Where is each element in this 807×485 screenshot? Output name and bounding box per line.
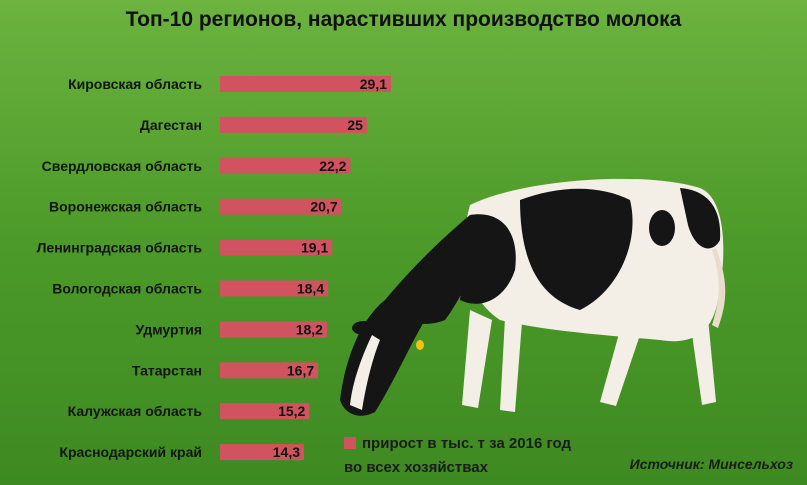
bar bbox=[220, 444, 305, 461]
bar-value-label: 19,1 bbox=[301, 240, 328, 256]
bar bbox=[220, 76, 391, 92]
bar-value-label: 16,7 bbox=[287, 362, 314, 378]
source-note: Источник: Минсельхоз bbox=[629, 456, 793, 472]
legend: прирост в тыс. т за 2016 год во всех хоз… bbox=[344, 432, 571, 480]
bar-value-label: 14,3 bbox=[273, 444, 300, 460]
legend-line-2: во всех хозяйствах bbox=[344, 459, 488, 476]
bar-value-label: 20,7 bbox=[310, 199, 337, 215]
bar-value-label: 29,1 bbox=[360, 76, 387, 92]
category-label: Дагестан bbox=[140, 117, 202, 133]
category-label: Вологодская область bbox=[52, 281, 202, 297]
bar bbox=[220, 198, 342, 215]
legend-swatch bbox=[344, 437, 356, 449]
bar bbox=[220, 280, 329, 297]
bar bbox=[220, 362, 319, 379]
bar-value-label: 15,2 bbox=[278, 403, 305, 419]
category-label: Свердловская область bbox=[42, 158, 203, 174]
category-label: Татарстан bbox=[132, 362, 202, 378]
bar-value-label: 18,4 bbox=[297, 281, 324, 297]
cow-illustration bbox=[340, 178, 726, 416]
bar-value-label: 22,2 bbox=[319, 158, 346, 174]
legend-label-line-1: прирост в тыс. т за 2016 год bbox=[362, 435, 572, 452]
category-label: Кировская область bbox=[68, 76, 202, 92]
chart-title: Топ-10 регионов, нарастивших производств… bbox=[125, 8, 682, 31]
category-label: Воронежская область bbox=[49, 199, 202, 215]
category-label: Удмуртия bbox=[136, 321, 203, 337]
category-label: Краснодарский край bbox=[59, 444, 202, 460]
bar bbox=[220, 157, 351, 174]
category-label: Калужская область bbox=[68, 403, 203, 419]
bar bbox=[220, 403, 310, 420]
category-label: Ленинградская область bbox=[37, 240, 203, 256]
bar bbox=[220, 321, 327, 338]
bar bbox=[220, 116, 367, 133]
bar bbox=[220, 239, 333, 256]
legend-line-1: прирост в тыс. т за 2016 год bbox=[344, 432, 571, 456]
bar-value-label: 18,2 bbox=[296, 321, 323, 337]
bar-value-label: 25 bbox=[347, 117, 363, 133]
